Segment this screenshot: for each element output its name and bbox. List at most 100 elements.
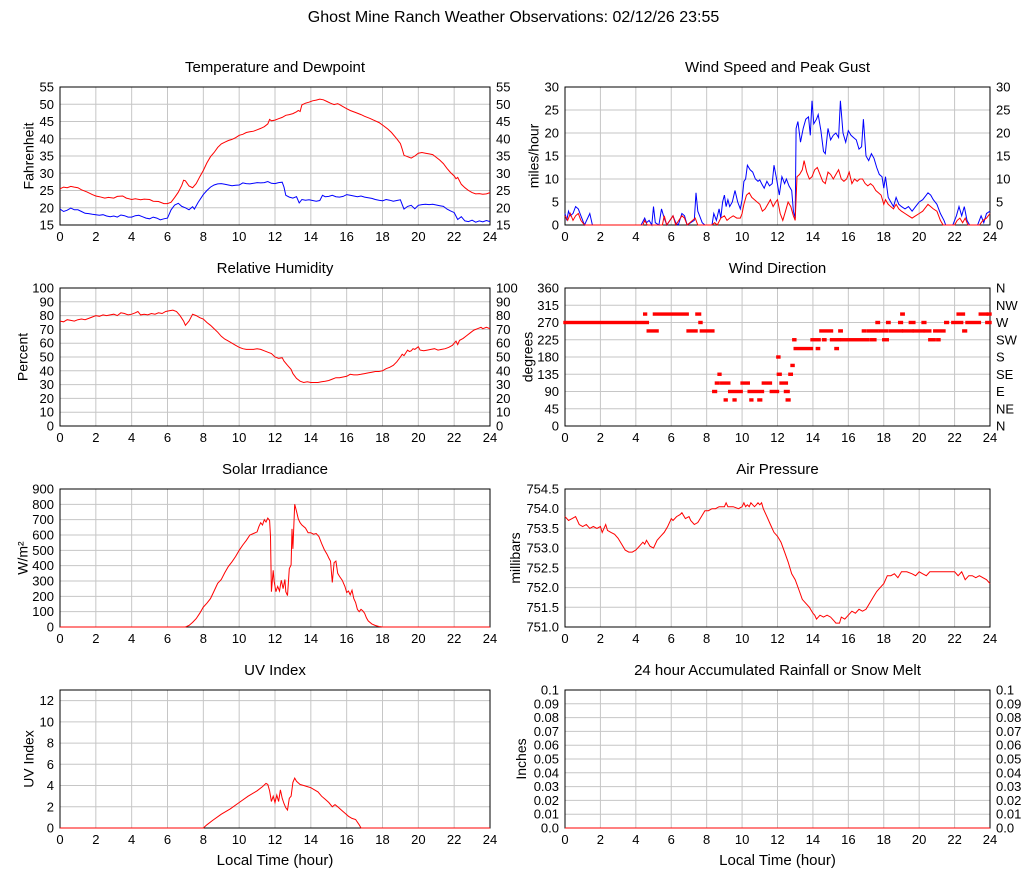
svg-text:0.04: 0.04 xyxy=(534,765,559,780)
svg-text:0: 0 xyxy=(561,631,568,646)
svg-text:15: 15 xyxy=(40,218,54,233)
svg-text:80: 80 xyxy=(496,308,510,323)
svg-text:30: 30 xyxy=(996,80,1010,95)
svg-text:18: 18 xyxy=(877,832,891,847)
svg-text:752.0: 752.0 xyxy=(526,580,559,595)
svg-text:18: 18 xyxy=(375,832,389,847)
svg-text:0.07: 0.07 xyxy=(996,724,1021,739)
chart-uv-index: 0 2 4 6 8 10 12 0 2 4 6 8 10 12 14 16 18 20 22 24 UV Index Lo… xyxy=(0,658,512,878)
chart-title: UV Index xyxy=(244,662,306,679)
svg-text:14: 14 xyxy=(806,631,820,646)
svg-text:500: 500 xyxy=(32,543,54,558)
svg-text:24: 24 xyxy=(983,832,997,847)
svg-text:18: 18 xyxy=(877,430,891,445)
chart-rainfall: 0.0 0.0 0.01 0.01 0.02 0.02 0.03 0.03 0.04 0.04 0.… xyxy=(512,658,1027,878)
svg-text:20: 20 xyxy=(411,832,425,847)
svg-text:Percent: Percent xyxy=(14,333,30,381)
svg-text:0.06: 0.06 xyxy=(996,738,1021,753)
svg-text:90: 90 xyxy=(545,384,559,399)
svg-text:24: 24 xyxy=(483,631,497,646)
svg-text:8: 8 xyxy=(703,631,710,646)
svg-text:24: 24 xyxy=(483,430,497,445)
svg-text:0: 0 xyxy=(996,218,1003,233)
svg-text:0: 0 xyxy=(56,832,63,847)
svg-text:miles/hour: miles/hour xyxy=(526,123,542,188)
svg-text:6: 6 xyxy=(47,757,54,772)
svg-text:10: 10 xyxy=(545,172,559,187)
svg-text:0: 0 xyxy=(552,218,559,233)
svg-text:700: 700 xyxy=(32,512,54,527)
svg-text:0.06: 0.06 xyxy=(534,738,559,753)
svg-text:14: 14 xyxy=(304,631,318,646)
svg-text:12: 12 xyxy=(770,430,784,445)
svg-text:10: 10 xyxy=(735,229,749,244)
svg-text:15: 15 xyxy=(496,218,510,233)
svg-text:2: 2 xyxy=(597,229,604,244)
svg-text:14: 14 xyxy=(806,229,820,244)
svg-text:6: 6 xyxy=(164,832,171,847)
svg-text:400: 400 xyxy=(32,558,54,573)
svg-text:0.07: 0.07 xyxy=(534,724,559,739)
svg-text:4: 4 xyxy=(128,631,135,646)
svg-text:12: 12 xyxy=(770,631,784,646)
svg-text:20: 20 xyxy=(912,430,926,445)
svg-text:22: 22 xyxy=(947,229,961,244)
svg-text:4: 4 xyxy=(47,778,54,793)
svg-text:20: 20 xyxy=(912,631,926,646)
svg-text:8: 8 xyxy=(703,430,710,445)
svg-text:2: 2 xyxy=(92,229,99,244)
svg-text:0.0: 0.0 xyxy=(541,821,559,836)
svg-text:90: 90 xyxy=(496,294,510,309)
svg-text:100: 100 xyxy=(32,281,54,296)
svg-text:900: 900 xyxy=(32,482,54,497)
svg-text:752.5: 752.5 xyxy=(526,560,559,575)
svg-text:0: 0 xyxy=(561,832,568,847)
chart-relative-humidity: 0 0 10 10 20 20 30 30 40 40 50 50 60 60 70 70 80 80 90 90 10… xyxy=(0,256,517,457)
svg-text:180: 180 xyxy=(537,350,559,365)
svg-text:315: 315 xyxy=(537,298,559,313)
svg-text:12: 12 xyxy=(770,832,784,847)
svg-text:NE: NE xyxy=(996,401,1014,416)
svg-text:24: 24 xyxy=(983,631,997,646)
svg-text:10: 10 xyxy=(996,172,1010,187)
svg-text:6: 6 xyxy=(164,229,171,244)
svg-text:25: 25 xyxy=(496,183,510,198)
svg-text:14: 14 xyxy=(806,832,820,847)
svg-text:40: 40 xyxy=(496,131,510,146)
svg-text:18: 18 xyxy=(375,229,389,244)
svg-text:45: 45 xyxy=(545,401,559,416)
svg-text:10: 10 xyxy=(232,631,246,646)
svg-text:15: 15 xyxy=(545,149,559,164)
svg-text:16: 16 xyxy=(339,832,353,847)
svg-text:8: 8 xyxy=(200,229,207,244)
svg-text:4: 4 xyxy=(632,430,639,445)
svg-text:100: 100 xyxy=(32,604,54,619)
svg-text:25: 25 xyxy=(40,183,54,198)
svg-text:2: 2 xyxy=(92,430,99,445)
svg-text:600: 600 xyxy=(32,528,54,543)
svg-text:0.1: 0.1 xyxy=(541,683,559,698)
svg-text:6: 6 xyxy=(668,229,675,244)
svg-text:2: 2 xyxy=(597,832,604,847)
svg-text:55: 55 xyxy=(40,80,54,95)
svg-text:15: 15 xyxy=(996,149,1010,164)
svg-text:754.5: 754.5 xyxy=(526,482,559,497)
chart-title: Temperature and Dewpoint xyxy=(184,59,366,76)
chart-wind-direction: 0 N 45 NE 90 E 135 SE 180 S 225 SW 270 W 315 NW 360 N 0 2 4 6… xyxy=(512,256,1027,457)
svg-text:18: 18 xyxy=(877,229,891,244)
svg-text:16: 16 xyxy=(339,229,353,244)
svg-text:8: 8 xyxy=(200,430,207,445)
svg-text:10: 10 xyxy=(735,832,749,847)
svg-text:70: 70 xyxy=(496,322,510,337)
svg-text:30: 30 xyxy=(496,166,510,181)
svg-text:20: 20 xyxy=(40,200,54,215)
svg-text:5: 5 xyxy=(996,195,1003,210)
svg-text:22: 22 xyxy=(447,631,461,646)
svg-text:0.03: 0.03 xyxy=(996,779,1021,794)
svg-text:22: 22 xyxy=(947,631,961,646)
svg-text:18: 18 xyxy=(375,631,389,646)
svg-text:4: 4 xyxy=(128,430,135,445)
